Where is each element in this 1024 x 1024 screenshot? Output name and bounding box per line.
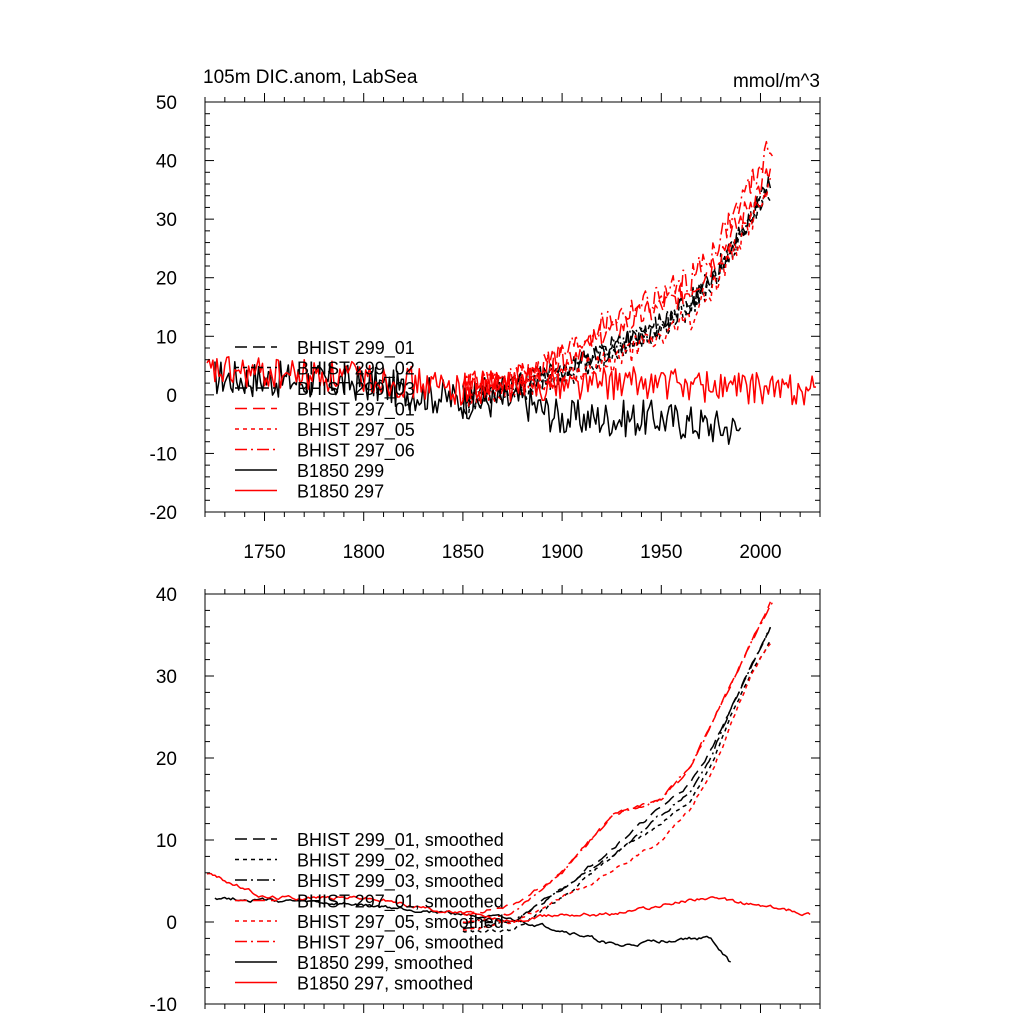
axes: 1750 1800 1850 1900 1950 2000 -20 -10 0 10 20 30 40 5… — [150, 93, 821, 563]
legend-label: B1850 299 — [297, 461, 384, 481]
units-label: mmol/m^3 — [733, 71, 820, 92]
y-tick-label: 10 — [156, 327, 177, 348]
legend-label: BHIST 299_03, smoothed — [297, 871, 504, 892]
chart-title: 105m DIC.anom, LabSea — [203, 67, 418, 88]
series-group — [206, 601, 811, 963]
legend-label: BHIST 297_01 — [297, 400, 415, 421]
x-tick-label: 1950 — [640, 542, 682, 563]
series-line-6 — [462, 140, 774, 401]
series-line-3 — [462, 179, 772, 409]
legend-label: BHIST 299_03 — [297, 379, 415, 400]
y-tick-label: 20 — [156, 269, 177, 290]
x-tick-label: 1800 — [343, 542, 385, 563]
x-tick-label: 1900 — [541, 542, 583, 563]
x-tick-label: 2000 — [739, 542, 781, 563]
y-tick-label: 0 — [166, 913, 177, 934]
series-line-5 — [462, 643, 771, 932]
series-line-2 — [462, 640, 772, 934]
series-line-3 — [462, 626, 772, 930]
y-tick-label: -20 — [150, 503, 177, 524]
series-line-8 — [206, 872, 811, 923]
y-tick-label: -10 — [150, 995, 177, 1016]
legend-label: B1850 297 — [297, 482, 384, 502]
legend-label: B1850 297, smoothed — [297, 974, 473, 994]
x-tick-label: 1750 — [243, 542, 285, 563]
y-tick-label: 50 — [156, 93, 177, 114]
legend-label: BHIST 299_02, smoothed — [297, 851, 504, 872]
panel-raw: 105m DIC.anom, LabSea mmol/m^3 1750 1800 1… — [150, 67, 821, 563]
series-line-7 — [214, 896, 732, 963]
series-line-7 — [214, 360, 742, 445]
series-line-4 — [462, 601, 772, 914]
y-tick-label: 10 — [156, 831, 177, 852]
series-line-6 — [462, 602, 774, 924]
y-tick-label: 40 — [156, 585, 177, 606]
y-tick-label: 0 — [166, 386, 177, 407]
y-tick-label: 30 — [156, 667, 177, 688]
legend-label: BHIST 299_02 — [297, 359, 415, 380]
legend-label: B1850 299, smoothed — [297, 953, 473, 973]
y-tick-label: 20 — [156, 749, 177, 770]
legend-label: BHIST 297_05, smoothed — [297, 912, 504, 933]
legend-label: BHIST 297_06 — [297, 441, 415, 462]
y-tick-label: 40 — [156, 152, 177, 173]
series-line-4 — [462, 168, 772, 395]
axes: -10 0 10 20 30 40 — [150, 585, 821, 1016]
plot-frame — [204, 593, 821, 1005]
series-line-1 — [462, 173, 772, 404]
series-group — [206, 140, 817, 445]
series-line-1 — [462, 626, 772, 925]
legend-label: BHIST 297_06, smoothed — [297, 933, 504, 954]
legend-label: BHIST 299_01 — [297, 338, 415, 359]
legend-label: BHIST 297_01, smoothed — [297, 892, 504, 913]
y-tick-label: 30 — [156, 210, 177, 231]
y-tick-label: -10 — [150, 444, 177, 465]
series-line-8 — [206, 356, 817, 406]
legend-label: BHIST 297_05 — [297, 420, 415, 441]
legend-label: BHIST 299_01, smoothed — [297, 830, 504, 851]
x-tick-label: 1850 — [442, 542, 484, 563]
series-line-5 — [462, 177, 772, 407]
plot-frame — [204, 101, 821, 513]
